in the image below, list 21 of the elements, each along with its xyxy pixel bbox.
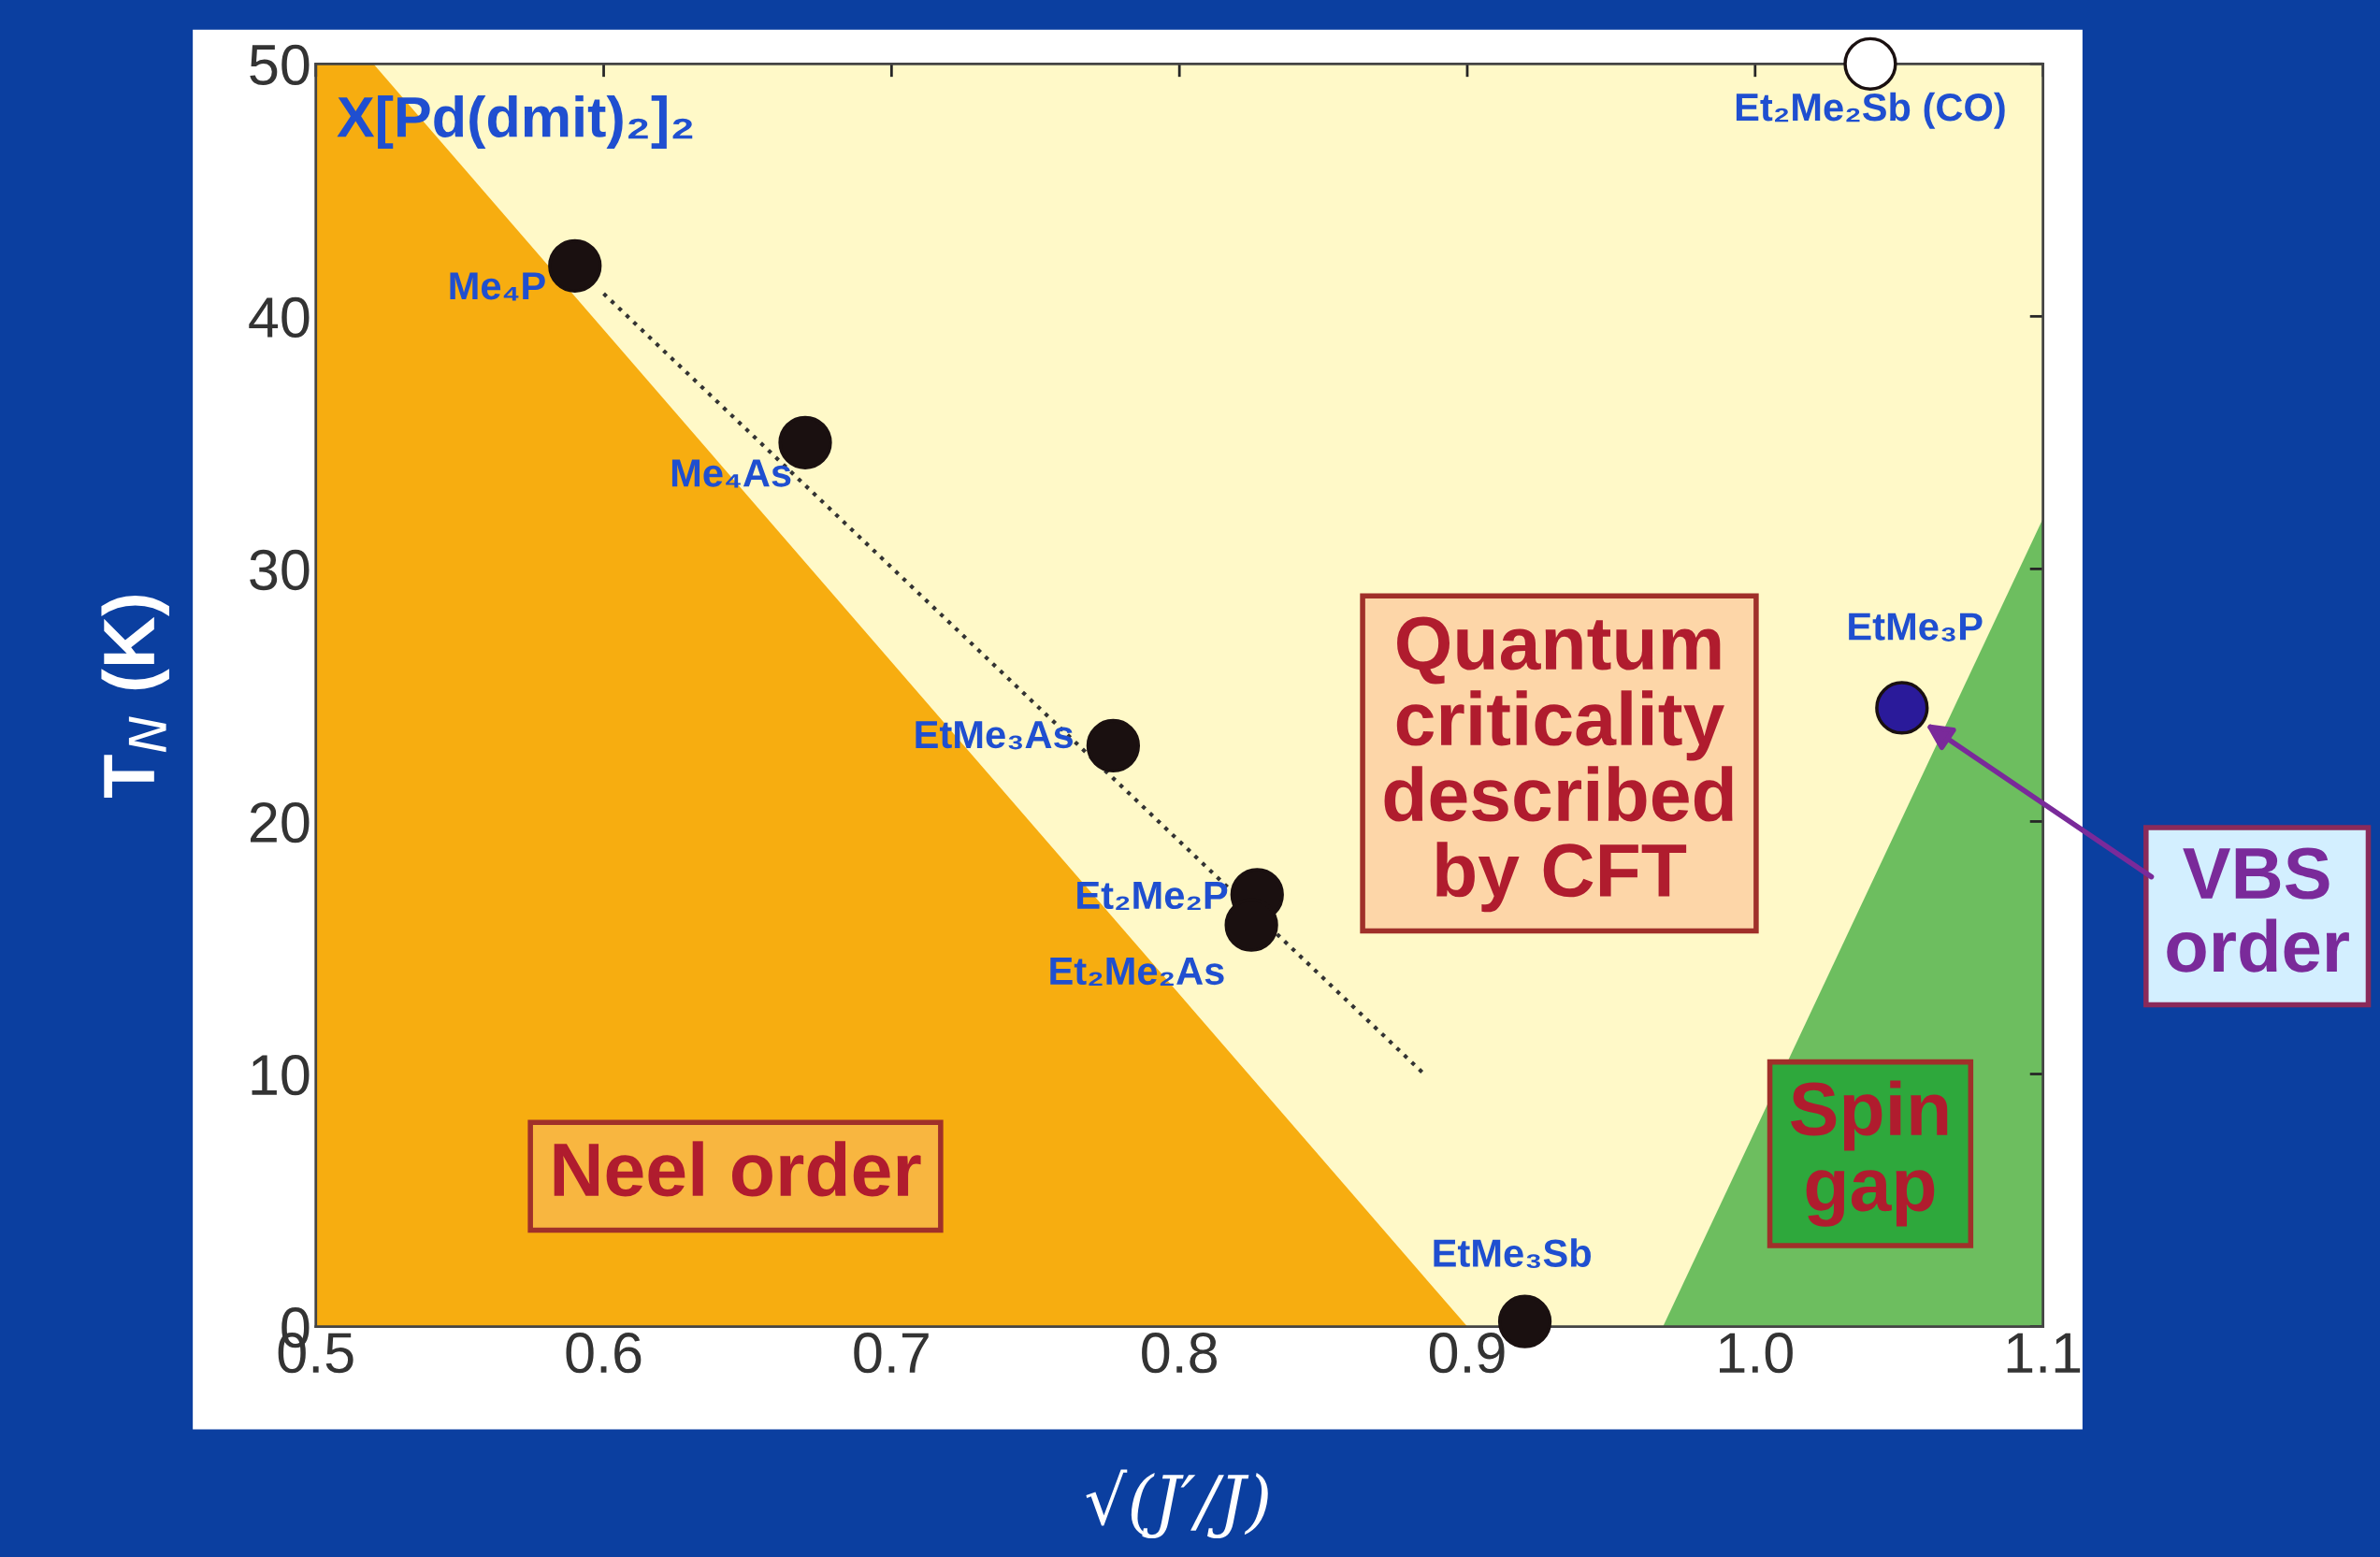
x-tick-label: 0.7 [854,1333,929,1374]
x-axis-title: √(J′/J) [1086,1469,1268,1539]
x-tick-label: 0.6 [566,1333,642,1374]
y-tick-label: 30 [250,549,310,591]
annotation: EtMe₃P [1849,613,1983,642]
annotation: Me₄P [450,272,545,301]
y-tick-label: 20 [250,801,310,843]
x-tick-label: 1.1 [2007,1333,2081,1373]
annotation: Et₂Me₂Sb (CO) [1736,92,2005,129]
annotation: EtMe₃Sb [1434,1238,1591,1269]
x-tick-label: 0.9 [1429,1333,1505,1374]
annotation: Neel order [554,1141,921,1197]
annotation: Spin gap [1791,1080,1948,1227]
text: VBS order [2167,847,2349,973]
x-tick-label: 0.8 [1142,1333,1217,1374]
y-axis-title: T$_{N}$ (K) [101,596,169,798]
y-tick-label: 40 [249,296,310,339]
y-tick-label: 50 [250,44,310,86]
annotation: Quantum criticality described by CFT [1384,616,1733,913]
y-tick-label: 10 [252,1054,310,1096]
x-tick-label: 1.0 [1720,1333,1793,1374]
